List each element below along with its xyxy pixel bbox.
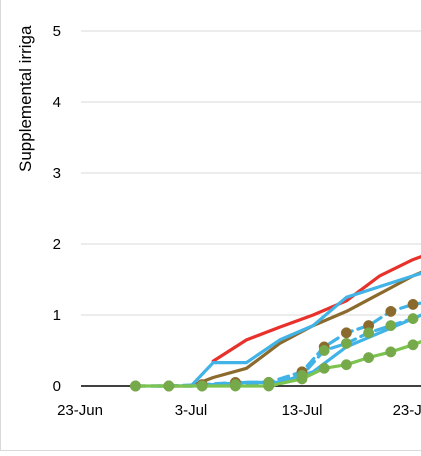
series-lines (136, 230, 421, 386)
gridlines (81, 31, 421, 315)
y-tick-label: 0 (53, 378, 61, 395)
x-tick-label: 23-Jun (57, 402, 103, 419)
series-6-point (386, 320, 396, 330)
y-tick-label: 3 (53, 165, 61, 182)
series-5-point (386, 306, 396, 316)
series-6-point (408, 313, 418, 323)
series-line-2 (158, 241, 421, 387)
series-7-point (230, 381, 240, 391)
series-7-point (319, 363, 329, 373)
y-tick-label: 1 (53, 307, 61, 324)
series-7-point (197, 381, 207, 391)
series-6-point (319, 345, 329, 355)
series-6-point (363, 328, 373, 338)
x-tick-label: 3-Jul (175, 402, 208, 419)
y-tick-label: 2 (53, 236, 61, 253)
series-5-point (408, 299, 418, 309)
series-7-point (130, 381, 140, 391)
series-7-point (408, 340, 418, 350)
series-7-point (341, 360, 351, 370)
series-6-point (341, 338, 351, 348)
y-tick-label: 4 (53, 94, 61, 111)
x-tick-label: 13-Jul (282, 402, 323, 419)
series-7-point (164, 381, 174, 391)
series-7-point (386, 347, 396, 357)
y-tick-label: 5 (53, 23, 61, 40)
y-axis-title: Supplemental irriga (16, 25, 35, 172)
x-tick-label: 23-Jul (393, 402, 421, 419)
series-7-point (297, 374, 307, 384)
x-tick-labels: 23-Jun 3-Jul 13-Jul 23-Jul (57, 402, 421, 419)
series-line-1 (213, 230, 421, 361)
series-5-point (341, 328, 351, 338)
series-7-point (264, 381, 274, 391)
series-7-point (363, 352, 373, 362)
y-tick-labels: 0 1 2 3 4 5 (53, 23, 61, 395)
